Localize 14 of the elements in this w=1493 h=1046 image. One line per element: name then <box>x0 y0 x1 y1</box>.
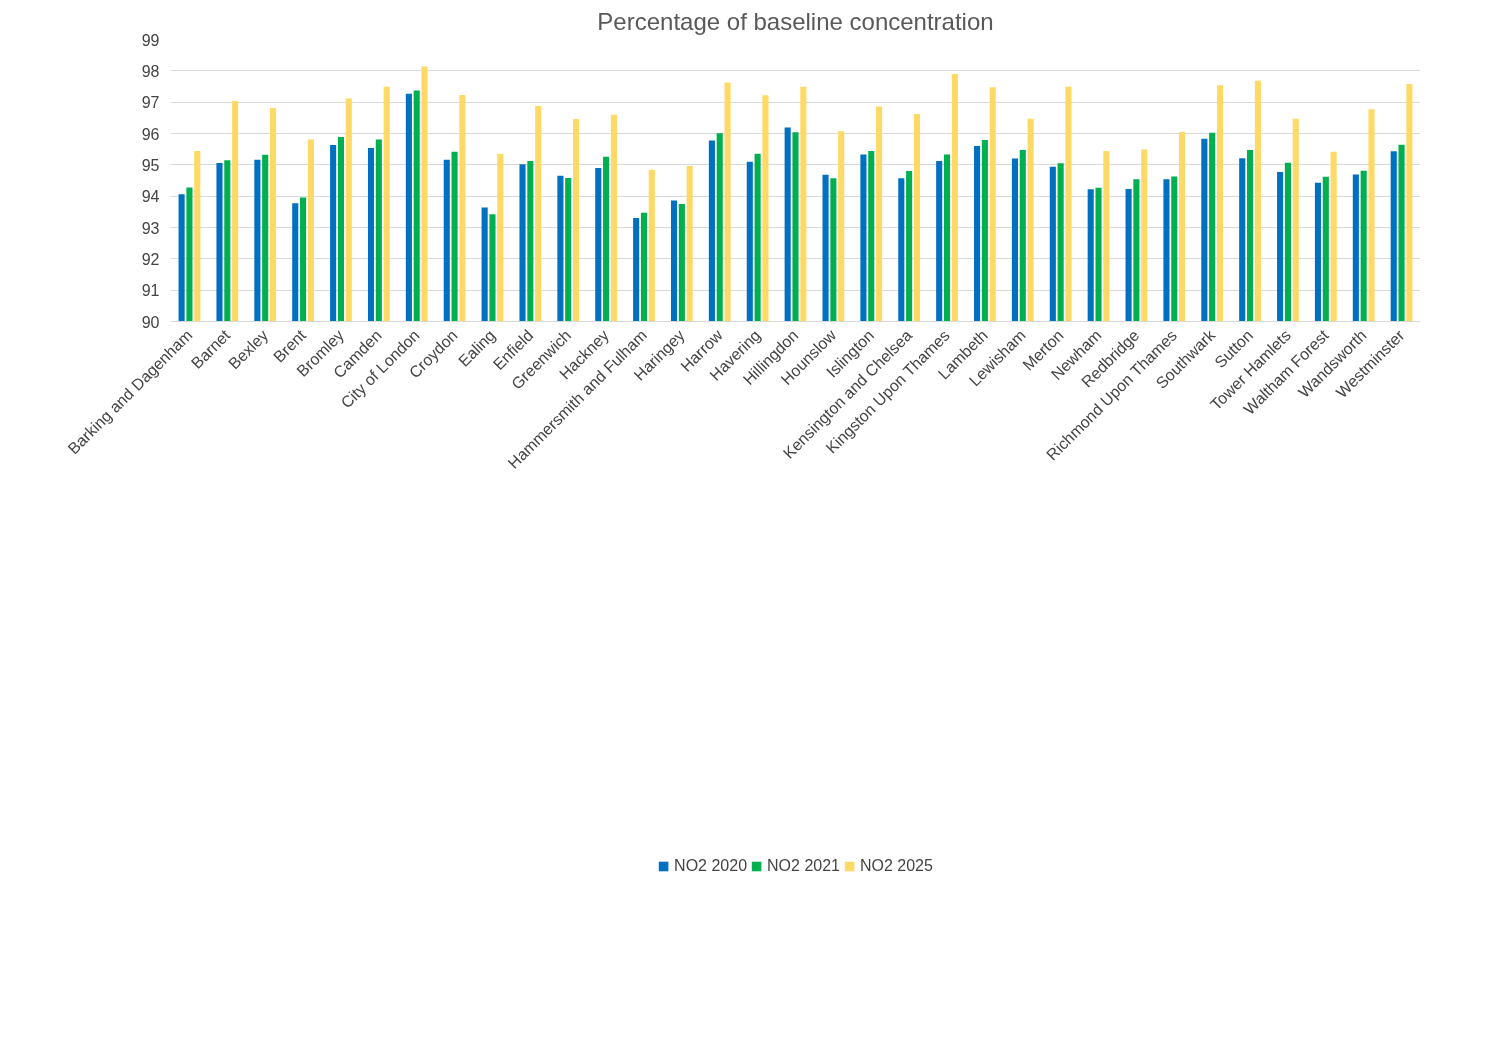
y-tick-label: 90 <box>141 313 160 331</box>
y-tick-label: 98 <box>141 62 160 80</box>
y-tick-label: 99 <box>141 31 160 49</box>
y-tick-label: 95 <box>141 156 160 174</box>
legend-label: NO2 2020 <box>674 856 748 875</box>
y-tick-label: 92 <box>141 250 160 268</box>
y-tick-label: 96 <box>141 125 160 143</box>
legend-label: NO2 2021 <box>767 856 840 875</box>
y-tick-label: 97 <box>141 94 160 112</box>
y-tick-label: 94 <box>141 188 160 206</box>
chart-title: Percentage of baseline concentration <box>597 7 994 35</box>
legend-label: NO2 2025 <box>859 856 933 875</box>
y-tick-label: 93 <box>141 219 160 237</box>
y-tick-label: 91 <box>141 282 160 300</box>
